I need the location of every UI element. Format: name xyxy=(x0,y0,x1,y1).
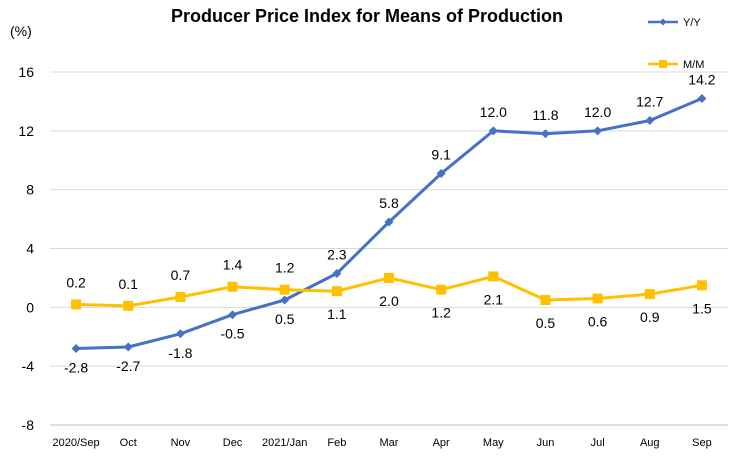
x-tick-label: 2021/Jan xyxy=(262,437,307,449)
x-tick-label: Nov xyxy=(171,437,191,449)
data-label-mm: 0.7 xyxy=(171,267,191,283)
data-label-yy: 12.7 xyxy=(636,94,663,110)
data-point-yy xyxy=(280,295,290,305)
data-point-mm xyxy=(540,294,551,305)
data-point-yy xyxy=(228,310,238,320)
y-tick-label: -8 xyxy=(22,417,35,433)
x-tick-label: 2020/Sep xyxy=(53,437,100,449)
legend-marker xyxy=(659,18,667,26)
data-point-yy xyxy=(384,217,394,227)
data-label-mm: 0.2 xyxy=(66,274,86,290)
legend-label: Y/Y xyxy=(683,17,701,29)
data-label-yy: 2.3 xyxy=(327,247,347,263)
data-point-yy xyxy=(645,116,655,126)
data-label-yy: 12.0 xyxy=(480,104,507,120)
grid-layer xyxy=(50,71,728,426)
data-label-yy: 9.1 xyxy=(431,146,451,162)
data-label-mm: 0.9 xyxy=(640,309,660,325)
x-tick-label: Jul xyxy=(591,437,605,449)
data-point-yy xyxy=(436,168,446,178)
y-tick-label: 8 xyxy=(26,182,34,198)
data-point-yy xyxy=(332,269,342,279)
x-tick-label: Mar xyxy=(380,437,399,449)
data-point-yy xyxy=(488,126,498,136)
data-point-mm xyxy=(279,284,290,295)
data-point-yy xyxy=(540,129,550,139)
data-point-mm xyxy=(331,286,342,297)
y-axis-unit-label: (%) xyxy=(10,23,32,39)
y-tick-label: -4 xyxy=(22,358,35,374)
data-label-mm: 1.5 xyxy=(692,300,712,316)
data-label-yy: 11.8 xyxy=(532,107,558,123)
x-tick-label: Sep xyxy=(692,437,712,449)
y-tick-label: 4 xyxy=(26,241,34,257)
data-label-mm: 0.5 xyxy=(536,315,556,331)
series-layer xyxy=(71,93,707,354)
data-label-yy: 0.5 xyxy=(275,311,295,327)
y-axis-ticks: -8 -4 0 4 8 12 16 xyxy=(18,64,34,433)
data-label-yy: 5.8 xyxy=(379,195,399,211)
data-label-mm: 1.1 xyxy=(327,306,347,322)
data-label-mm: 0.6 xyxy=(588,314,608,330)
data-point-yy xyxy=(123,342,133,352)
data-label-mm: 2.0 xyxy=(379,293,399,309)
x-tick-label: Feb xyxy=(327,437,346,449)
x-tick-label: Dec xyxy=(223,437,243,449)
data-label-mm: 1.2 xyxy=(431,305,451,321)
x-axis-ticks: 2020/Sep Oct Nov Dec 2021/Jan Feb Mar Apr May Jun… xyxy=(50,424,728,449)
data-point-yy xyxy=(593,126,603,136)
y-tick-label: 16 xyxy=(18,64,34,80)
data-point-mm xyxy=(384,272,394,283)
x-tick-label: Aug xyxy=(640,437,660,449)
data-label-yy: -2.7 xyxy=(116,358,140,374)
x-tick-label: Apr xyxy=(433,437,450,449)
data-label-yy: -0.5 xyxy=(220,326,244,342)
data-point-mm xyxy=(644,289,655,300)
chart-title: Producer Price Index for Means of Produc… xyxy=(171,6,563,26)
data-point-mm xyxy=(123,300,134,311)
data-point-mm xyxy=(227,281,238,292)
data-label-yy: -2.8 xyxy=(64,360,88,376)
data-label-mm: 1.2 xyxy=(275,260,295,276)
data-label-yy: -1.8 xyxy=(168,345,192,361)
data-point-mm xyxy=(592,293,603,304)
data-point-yy xyxy=(175,329,185,339)
data-label-yy: 14.2 xyxy=(688,71,715,87)
y-tick-label: 0 xyxy=(26,299,34,315)
data-point-mm xyxy=(696,280,707,291)
x-tick-label: May xyxy=(483,437,504,449)
x-tick-label: Jun xyxy=(537,437,555,449)
data-point-mm xyxy=(71,299,82,310)
x-tick-label: Oct xyxy=(120,437,137,449)
y-tick-label: 12 xyxy=(18,123,34,139)
legend: Y/Y M/M xyxy=(648,17,704,71)
data-point-mm xyxy=(436,284,447,295)
data-labels-layer: -2.8 -2.7 -1.8 -0.5 0.5 2.3 5.8 9.1 12.0 11.8 12.0… xyxy=(64,71,716,375)
data-point-yy xyxy=(71,344,81,354)
data-label-mm: 2.1 xyxy=(484,291,504,307)
data-label-mm: 0.1 xyxy=(118,276,138,292)
data-point-yy xyxy=(697,93,707,103)
legend-label: M/M xyxy=(683,59,704,71)
data-label-mm: 1.4 xyxy=(223,257,243,273)
data-label-yy: 12.0 xyxy=(584,104,611,120)
legend-marker xyxy=(659,60,667,68)
data-point-mm xyxy=(488,271,499,282)
data-point-mm xyxy=(175,292,186,303)
